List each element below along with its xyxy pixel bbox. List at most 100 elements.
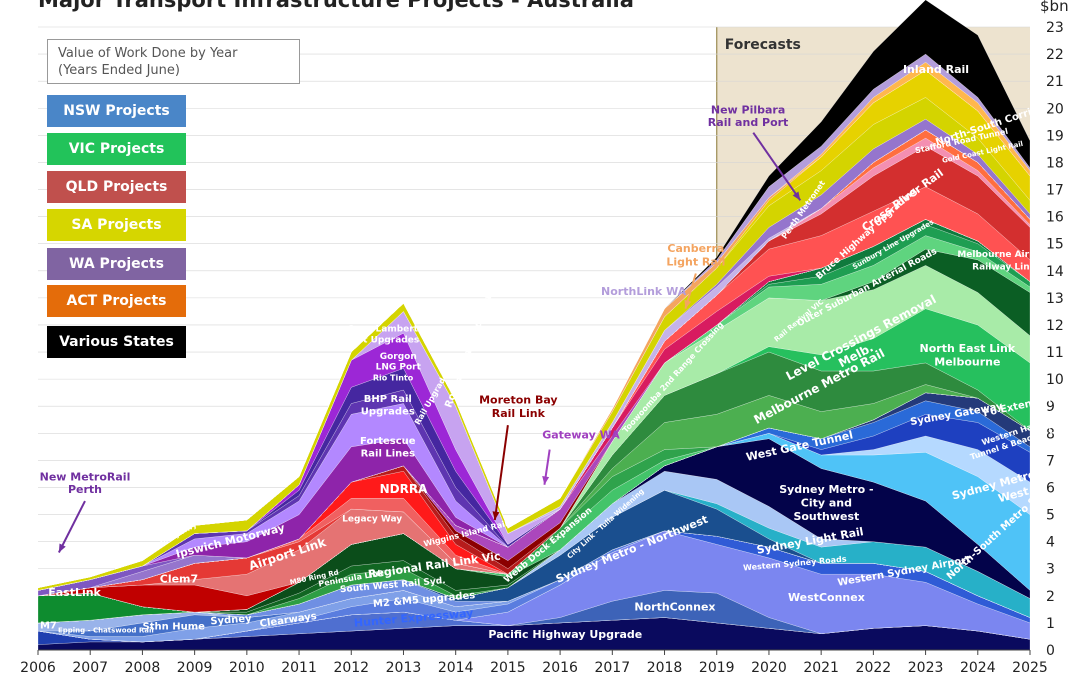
y-tick-17: 17 [1046, 183, 1064, 199]
label-pacific-highway-upgrade: Pacific Highway Upgrade [488, 628, 642, 641]
callout-arrows [57, 132, 802, 553]
y-axis-unit: $bn [1040, 0, 1069, 15]
y-tick-14: 14 [1046, 264, 1064, 280]
label-railway-link: Railway Link [972, 262, 1037, 272]
y-tick-19: 19 [1046, 128, 1064, 144]
y-tick-20: 20 [1046, 101, 1064, 117]
x-tick-2023: 2023 [908, 660, 944, 675]
y-tick-7: 7 [1046, 453, 1055, 469]
label-legacy-way: Legacy Way [342, 514, 402, 524]
label-melbourne-airport: Melbourne Airport [957, 250, 1051, 260]
y-tick-22: 22 [1046, 47, 1064, 63]
label-northlink-wa: NorthLink WA [601, 285, 687, 298]
y-tick-10: 10 [1046, 372, 1064, 388]
label-rail-link: Rail Link [492, 407, 546, 420]
subtitle-box: Value of Work Done by Year (Years Ended … [47, 39, 300, 84]
label-rail-lines: Rail Lines [361, 448, 415, 459]
x-tick-2018: 2018 [647, 660, 683, 675]
label-canberra: Canberra [667, 242, 724, 255]
label-bhp-rail: BHP Rail [364, 394, 412, 405]
area-inland-rail [37, 0, 1031, 588]
y-tick-0: 0 [1046, 643, 1055, 659]
label-port-upgrades: Port Upgrades [346, 336, 419, 346]
x-tick-2025: 2025 [1012, 660, 1048, 675]
y-tick-11: 11 [1046, 345, 1064, 361]
label-rail-and-port: Rail and Port [708, 116, 789, 129]
legend-sa: SA Projects [47, 209, 186, 241]
axes: 0123456789101112131415161718192021222320… [20, 20, 1064, 675]
x-tick-2016: 2016 [542, 660, 578, 675]
y-tick-2: 2 [1046, 589, 1055, 605]
label-melbourne: Melbourne [934, 356, 1000, 369]
x-tick-2024: 2024 [960, 660, 996, 675]
y-tick-6: 6 [1046, 480, 1055, 496]
label-eastlink: EastLink [48, 586, 101, 599]
x-tick-2010: 2010 [229, 660, 265, 675]
label-inland-rail: Inland Rail [903, 63, 969, 76]
label-moreton-bay: Moreton Bay [479, 394, 558, 407]
label-northconnex: NorthConnex [634, 601, 715, 614]
subtitle-line-2: (Years Ended June) [58, 63, 180, 78]
label-epping-chatswood-rail: Epping - Chatswood Rail [58, 626, 154, 634]
label-gateway-wa: Gateway WA [542, 429, 620, 442]
label-southwest: Southwest [793, 510, 859, 523]
y-tick-3: 3 [1046, 562, 1055, 578]
y-tick-5: 5 [1046, 508, 1055, 524]
chart-title: Major Transport Infrastructure Projects … [38, 0, 634, 12]
y-tick-1: 1 [1046, 616, 1055, 632]
label-new-metrorail: New MetroRail [40, 471, 131, 484]
legend-wa: WA Projects [47, 248, 186, 280]
label-city-and: City and [801, 496, 852, 509]
legend-act: ACT Projects [47, 285, 186, 317]
label-fortescue: Fortescue [360, 436, 416, 447]
y-tick-9: 9 [1046, 399, 1055, 415]
x-tick-2012: 2012 [333, 660, 369, 675]
label-lng-port: LNG Port [376, 363, 422, 373]
y-tick-4: 4 [1046, 535, 1055, 551]
y-tick-13: 13 [1046, 291, 1064, 307]
label-upgrades: Upgrades [361, 406, 415, 417]
x-tick-2022: 2022 [856, 660, 892, 675]
label-ndrra: NDRRA [380, 482, 428, 496]
legend-qld: QLD Projects [47, 171, 186, 203]
callout-arrow-1 [492, 425, 509, 521]
x-tick-2007: 2007 [72, 660, 108, 675]
label-rio-tinto: Rio Tinto [373, 373, 414, 382]
y-tick-15: 15 [1046, 237, 1064, 253]
label-roy-hill-rail-and-port: Roy Hill Rail and Port [443, 293, 494, 410]
x-tick-2019: 2019 [699, 660, 735, 675]
x-tick-2009: 2009 [177, 660, 213, 675]
y-tick-16: 16 [1046, 210, 1064, 226]
y-tick-12: 12 [1046, 318, 1064, 334]
x-tick-2014: 2014 [438, 660, 474, 675]
x-tick-2011: 2011 [281, 660, 317, 675]
x-tick-2021: 2021 [803, 660, 839, 675]
y-tick-23: 23 [1046, 20, 1064, 36]
label-cape-lambert: Cape Lambert [347, 325, 419, 335]
label-clem7: Clem7 [160, 572, 198, 585]
x-tick-2006: 2006 [20, 660, 56, 675]
x-tick-2008: 2008 [125, 660, 161, 675]
series-areas [37, 0, 1031, 651]
subtitle-line-1: Value of Work Done by Year [58, 46, 238, 61]
legend-nsw: NSW Projects [47, 95, 186, 127]
forecast-label: Forecasts [725, 37, 801, 53]
callout-arrow-0 [57, 500, 86, 553]
label-sydney: Sydney [210, 613, 252, 627]
legend-vic: VIC Projects [47, 133, 186, 165]
label-gorgon: Gorgon [380, 352, 417, 362]
legend-various: Various States [47, 326, 186, 358]
label-light-rail: Light Rail [666, 255, 725, 268]
label-m7: M7 [40, 620, 57, 631]
callout-arrow-4 [752, 132, 802, 201]
callout-arrow-2 [542, 449, 551, 485]
label-new-pilbara: New Pilbara [711, 104, 785, 117]
x-tick-2020: 2020 [751, 660, 787, 675]
label-westconnex: WestConnex [788, 591, 865, 604]
callout-arrow-3 [684, 273, 697, 309]
x-tick-2017: 2017 [594, 660, 630, 675]
y-tick-8: 8 [1046, 426, 1055, 442]
x-tick-2015: 2015 [490, 660, 526, 675]
label-sthn-hume: Sthn Hume [143, 622, 206, 633]
